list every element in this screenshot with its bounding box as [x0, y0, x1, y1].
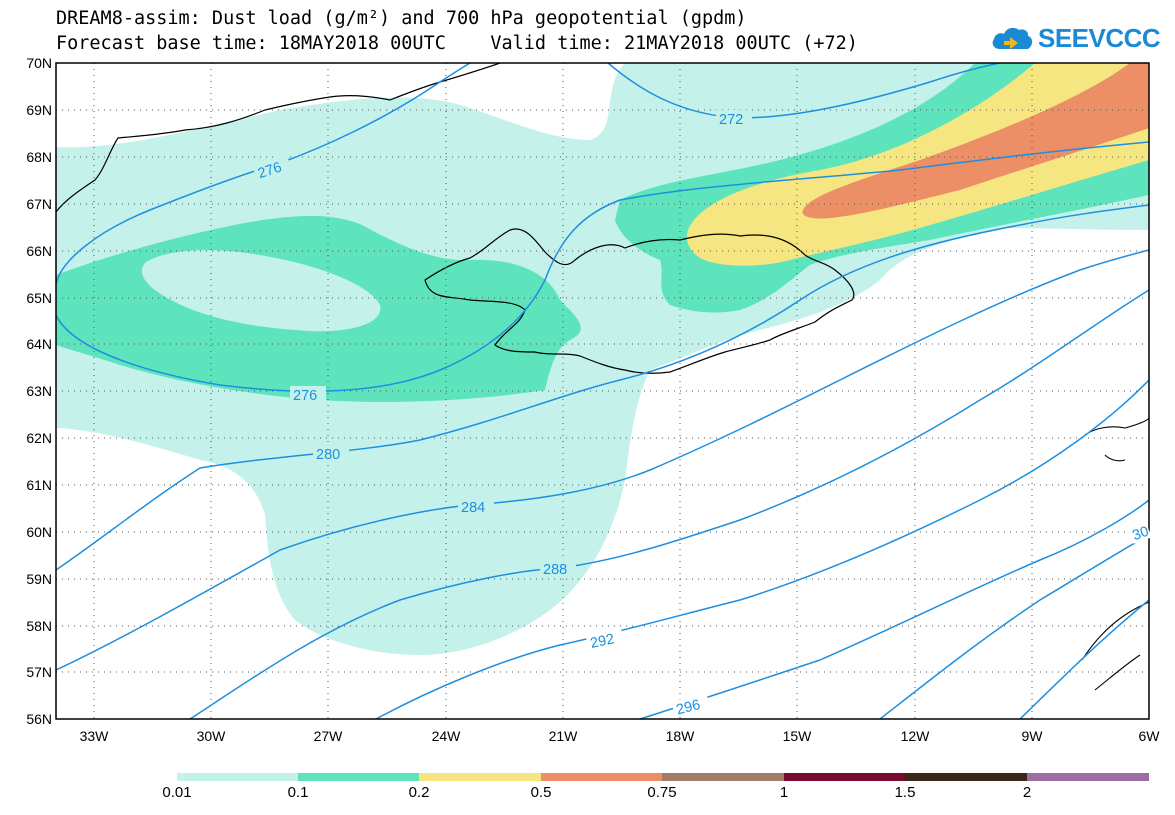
lat-label: 61N — [26, 477, 52, 493]
seevccc-logo: SEEVCCC — [990, 20, 1161, 56]
map-plot-area — [56, 63, 1149, 719]
lat-label: 57N — [26, 664, 52, 680]
lat-label: 59N — [26, 571, 52, 587]
lat-label: 58N — [26, 618, 52, 634]
norway-coastline — [1081, 417, 1149, 691]
colorbar-tick: 0.01 — [162, 784, 192, 801]
contour-label-272: 272 — [719, 112, 743, 128]
contour-label-300: 30 — [1130, 524, 1151, 545]
map-title: DREAM8-assim: Dust load (g/m²) and 700 h… — [56, 8, 747, 29]
colorbar-box — [419, 773, 541, 781]
contour-label-284: 284 — [461, 500, 485, 516]
colorbar-box — [662, 773, 784, 781]
colorbar-tick: 2 — [1022, 784, 1032, 801]
contour-292 — [375, 379, 1149, 719]
lon-label: 21W — [549, 728, 579, 744]
contour-288 — [189, 289, 1149, 719]
lon-label: 33W — [80, 728, 110, 744]
lat-label: 68N — [26, 149, 52, 165]
longitude-labels: 33W 30W 27W 24W 21W 18W 15W 12W 9W 6W — [80, 728, 1161, 744]
plot-frame — [55, 62, 1150, 720]
lat-label: 56N — [26, 711, 52, 727]
lat-label: 64N — [26, 336, 52, 352]
lon-label: 6W — [1139, 728, 1161, 744]
contour-label-288: 288 — [543, 562, 567, 578]
contour-272 — [607, 63, 1001, 119]
dust-region-01-west — [56, 215, 581, 402]
map-time-info: Forecast base time: 18MAY2018 00UTC Vali… — [56, 33, 858, 54]
lat-label: 69N — [26, 102, 52, 118]
contour-label-296: 296 — [675, 697, 702, 718]
colorbar-tick: 1.5 — [894, 784, 916, 801]
colorbar-box — [177, 773, 298, 781]
lat-label: 70N — [26, 55, 52, 71]
lat-label: 67N — [26, 196, 52, 212]
colorbar-box — [905, 773, 1027, 781]
lon-label: 15W — [783, 728, 813, 744]
cloud-icon — [992, 27, 1033, 49]
contour-label-276-south: 276 — [293, 388, 317, 404]
lat-label: 60N — [26, 524, 52, 540]
lon-label: 27W — [314, 728, 344, 744]
dust-region-05 — [802, 63, 1149, 219]
lon-label: 24W — [432, 728, 462, 744]
lat-label: 66N — [26, 243, 52, 259]
colorbar-tick: 0.2 — [408, 784, 430, 801]
contour-labels: 272 276 276 280 284 288 292 296 30 — [252, 110, 1152, 718]
lon-label: 9W — [1022, 728, 1044, 744]
contour-276 — [56, 141, 1149, 392]
colorbar-box — [784, 773, 905, 781]
lon-label: 30W — [197, 728, 227, 744]
iceland-coastline — [424, 228, 855, 374]
lat-label: 63N — [26, 383, 52, 399]
logo-text: SEEVCCC — [1038, 22, 1161, 53]
lon-label: 12W — [901, 728, 931, 744]
lon-label: 18W — [666, 728, 696, 744]
contour-280 — [56, 204, 1149, 571]
lat-label: 65N — [26, 290, 52, 306]
latitude-labels: 70N 69N 68N 67N 66N 65N 64N 63N 62N 61N … — [26, 55, 52, 727]
colorbar-tick: 1 — [779, 784, 789, 801]
contour-276-upper — [279, 63, 471, 164]
contour-label-292: 292 — [589, 631, 616, 652]
colorbar-box — [1027, 773, 1149, 781]
lat-label: 62N — [26, 430, 52, 446]
contour-284 — [56, 249, 1149, 671]
contour-304 — [1019, 599, 1149, 719]
colorbar-tick: 0.5 — [530, 784, 552, 801]
contour-label-276-north: 276 — [256, 159, 284, 182]
contour-296 — [639, 499, 1149, 719]
contour-label-280: 280 — [316, 447, 340, 463]
colorbar-tick: 0.75 — [647, 784, 677, 801]
colorbar-tick: 0.1 — [287, 784, 309, 801]
greenland-coastline — [56, 63, 501, 213]
colorbar-box — [298, 773, 419, 781]
geopotential-contours — [56, 63, 1149, 719]
colorbar-box — [541, 773, 662, 781]
graticule — [56, 63, 1149, 719]
contour-300 — [879, 534, 1149, 719]
